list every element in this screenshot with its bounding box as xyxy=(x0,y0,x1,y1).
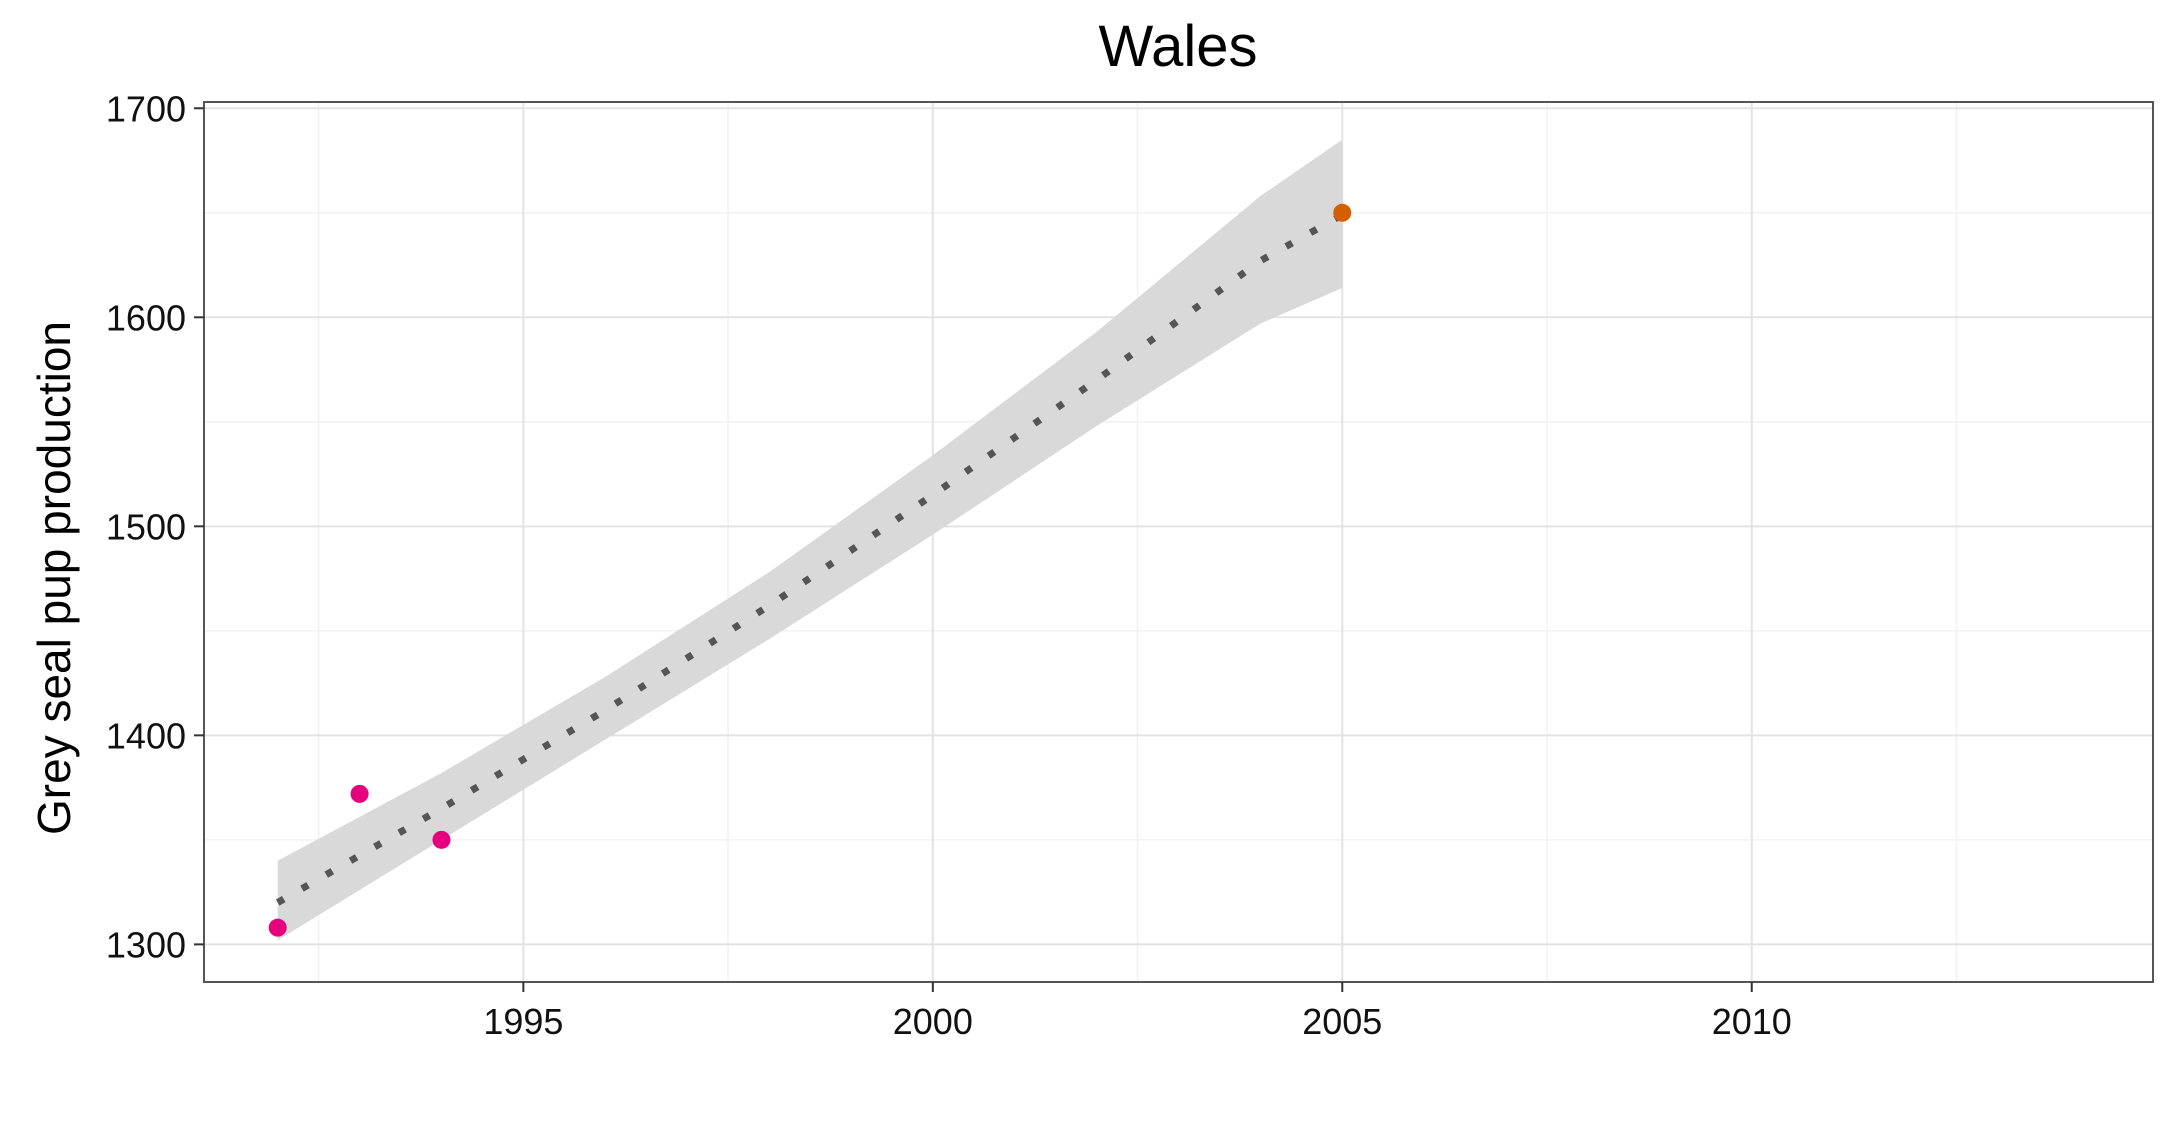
y-axis: 1300 1400 1500 1600 1700 xyxy=(106,88,204,965)
confidence-band-area xyxy=(277,139,1343,941)
y-axis-label: Grey seal pup production xyxy=(28,321,80,835)
y-tick-label: 1600 xyxy=(106,297,186,338)
y-tick-label: 1400 xyxy=(106,715,186,756)
x-tick-label: 1995 xyxy=(483,1001,563,1042)
trend-line xyxy=(275,211,1344,906)
chart-title: Wales xyxy=(1099,14,1258,79)
x-axis: 1995 2000 2005 2010 xyxy=(483,982,1792,1042)
confidence-band xyxy=(277,139,1343,941)
data-point xyxy=(1333,203,1352,222)
y-tick-label: 1500 xyxy=(106,506,186,547)
x-tick-label: 2000 xyxy=(893,1001,973,1042)
data-points xyxy=(268,203,1352,937)
plot-panel xyxy=(204,102,2153,982)
data-point xyxy=(350,784,369,803)
plot-border xyxy=(203,101,2154,983)
x-tick-label: 2005 xyxy=(1302,1001,1382,1042)
trend-line-path xyxy=(275,211,1344,906)
y-tick-label: 1300 xyxy=(106,924,186,965)
data-point xyxy=(432,830,451,849)
data-point xyxy=(268,918,287,937)
x-tick-label: 2010 xyxy=(1712,1001,1792,1042)
y-tick-label: 1700 xyxy=(106,88,186,129)
